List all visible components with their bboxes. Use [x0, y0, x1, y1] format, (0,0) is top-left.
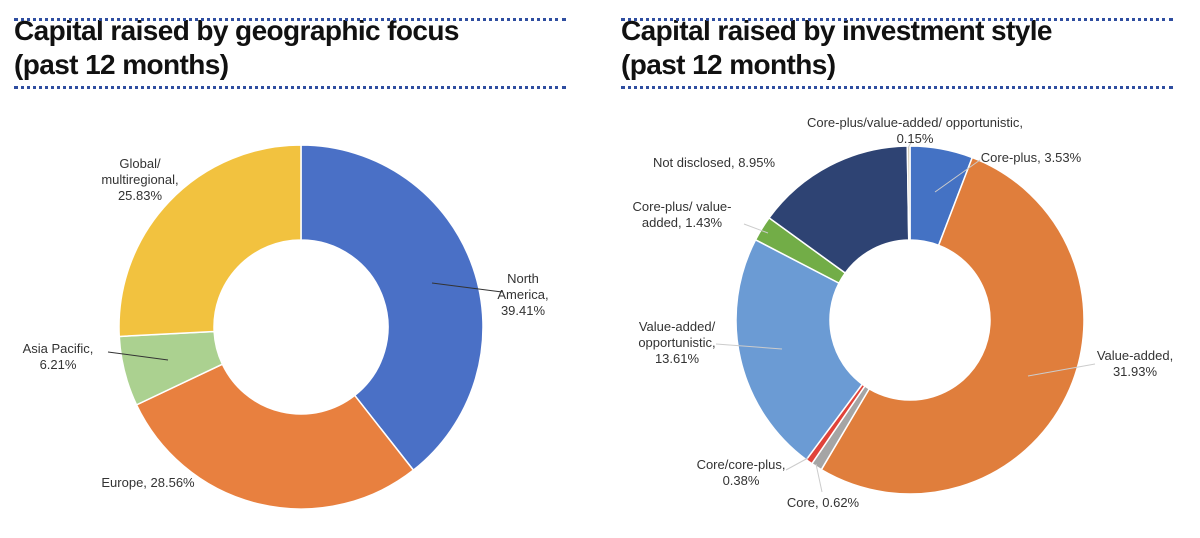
- leader-line: [785, 457, 809, 471]
- divider: [14, 18, 566, 21]
- divider: [621, 86, 1173, 89]
- data-label: North America, 39.41%: [497, 271, 549, 318]
- donut-slice: [135, 363, 415, 510]
- leader-line: [815, 463, 823, 493]
- data-label: Core-plus, 3.53%: [980, 150, 1082, 165]
- data-label: Value-added, 31.93%: [1096, 348, 1174, 379]
- title-line: (past 12 months): [621, 49, 836, 80]
- leader-line: [431, 282, 503, 293]
- data-label: Core-plus/ value-added, 1.43%: [632, 199, 732, 230]
- divider: [14, 86, 566, 89]
- data-label: Not disclosed, 8.95%: [652, 155, 776, 170]
- donut-slice: [768, 145, 910, 275]
- leader-line: [743, 223, 769, 234]
- data-label: Value-added/ opportunistic, 13.61%: [638, 319, 716, 366]
- leader-line: [1027, 363, 1096, 377]
- slices: [118, 144, 1085, 510]
- leader-line: [107, 351, 169, 361]
- data-label: Europe, 28.56%: [101, 475, 195, 490]
- donut-slice: [820, 156, 1085, 495]
- data-label: Core/core-plus, 0.38%: [696, 457, 786, 488]
- data-label: Global/ multiregional, 25.83%: [101, 156, 179, 203]
- donut-slice: [906, 145, 911, 241]
- donut-slice: [300, 144, 484, 472]
- leader-line: [934, 159, 981, 193]
- leader-line: [907, 140, 913, 149]
- donut-slice: [735, 238, 864, 461]
- data-label: Core, 0.62%: [786, 495, 860, 510]
- leader-line: [715, 343, 783, 350]
- title-line: (past 12 months): [14, 49, 229, 80]
- leaders: [107, 140, 1096, 493]
- donut-slice: [118, 144, 302, 338]
- data-label: Asia Pacific, 6.21%: [22, 341, 94, 372]
- divider: [621, 18, 1173, 21]
- data-label: Core-plus/value-added/ opportunistic, 0.…: [806, 115, 1024, 146]
